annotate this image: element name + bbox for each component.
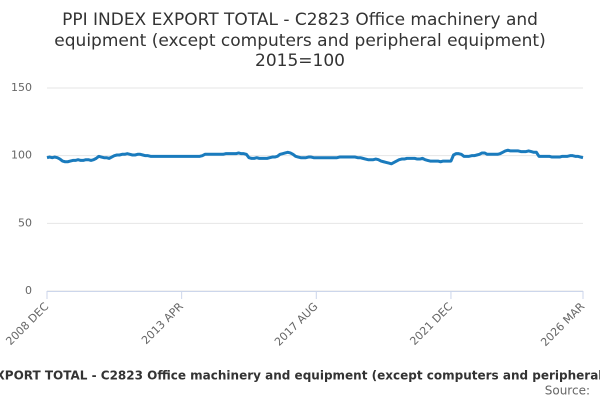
y-tick-label: 150 xyxy=(11,81,32,94)
chart-title: equipment (except computers and peripher… xyxy=(54,31,545,51)
x-tick-label: 2017 AUG xyxy=(272,300,321,349)
chart-title: 2015=100 xyxy=(255,51,345,71)
x-tick-label: 2026 MAR xyxy=(538,300,587,349)
y-tick-label: 0 xyxy=(25,284,32,297)
x-tick-label: 2008 DEC xyxy=(3,300,51,348)
y-tick-label: 100 xyxy=(11,149,32,162)
chart-title: PPI INDEX EXPORT TOTAL - C2823 Office ma… xyxy=(62,10,538,30)
series-line xyxy=(46,148,584,166)
source: Source: xyxy=(545,384,590,398)
x-tick-label: 2021 DEC xyxy=(407,300,455,348)
x-tick-label: 2013 APR xyxy=(139,300,186,347)
x-axis-title: PPI INDEX EXPORT TOTAL - C2823 Office ma… xyxy=(0,369,600,383)
y-tick-label: 50 xyxy=(18,216,32,229)
